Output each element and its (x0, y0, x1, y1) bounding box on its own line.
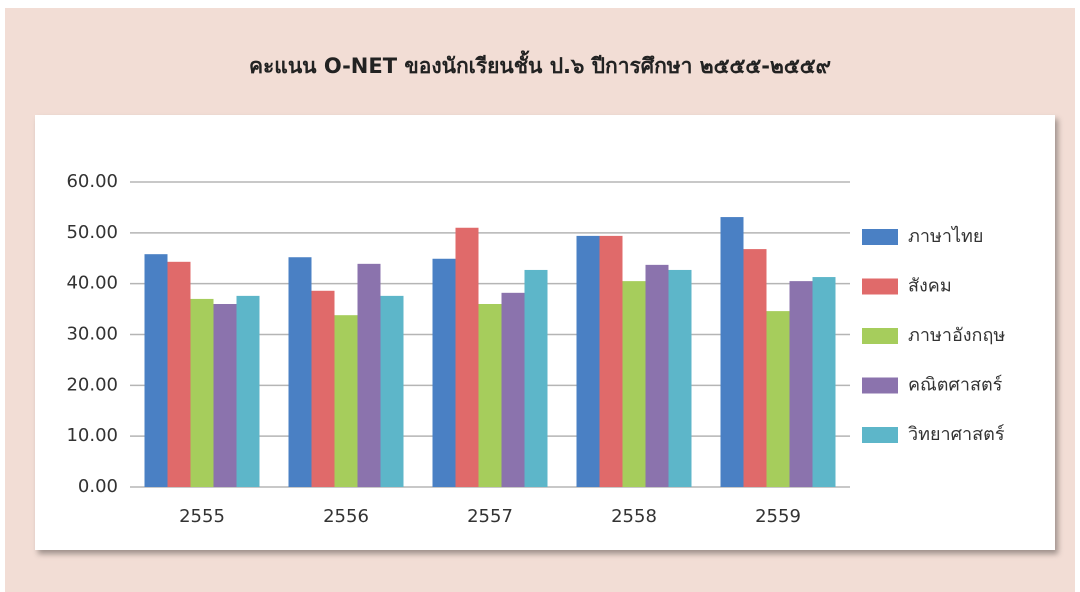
legend-swatch (862, 278, 898, 295)
bar (236, 295, 260, 487)
bar (213, 304, 237, 487)
y-tick-label: 0.00 (78, 476, 118, 497)
bar (645, 264, 669, 487)
bar (190, 298, 214, 487)
legend-swatch (862, 229, 898, 245)
bar (766, 311, 790, 487)
legend-label: ภาษาอังกฤษ (908, 325, 1005, 346)
bar (576, 235, 600, 487)
bar (720, 217, 744, 487)
legend-label: ภาษาไทย (908, 225, 983, 247)
legend-label: คณิตศาสตร์ (908, 375, 1003, 396)
bar (380, 295, 404, 487)
y-tick-label: 60.00 (66, 171, 118, 192)
bar (524, 269, 548, 487)
bar (622, 281, 646, 487)
bar (455, 227, 479, 487)
chart-title: คะแนน O-NET ของนักเรียนชั้น ป.๖ ปีการศึก… (249, 50, 831, 78)
x-tick-label: 2558 (611, 506, 657, 527)
x-tick-label: 2557 (467, 506, 513, 527)
bar (144, 254, 168, 487)
bar (311, 290, 335, 487)
bar (743, 249, 767, 487)
legend-swatch (862, 328, 898, 344)
bar (501, 292, 525, 487)
x-tick-label: 2559 (755, 506, 801, 527)
x-tick-label: 2555 (179, 506, 225, 527)
bar (668, 269, 692, 487)
bar (357, 263, 381, 487)
y-tick-label: 10.00 (66, 425, 118, 446)
bar (334, 315, 358, 487)
bar (599, 235, 623, 487)
y-tick-label: 40.00 (66, 273, 118, 294)
bar (167, 261, 191, 487)
y-tick-label: 20.00 (66, 374, 118, 395)
y-tick-label: 30.00 (66, 324, 118, 345)
legend-swatch (862, 377, 898, 394)
legend-label: สังคม (908, 276, 952, 297)
bar (789, 281, 813, 487)
x-tick-label: 2556 (323, 506, 369, 527)
bar (812, 277, 836, 487)
legend-swatch (862, 427, 898, 443)
bar (432, 258, 456, 487)
y-tick-label: 50.00 (66, 222, 118, 243)
bar (288, 257, 312, 487)
bar (478, 304, 502, 487)
legend-label: วิทยาศาสตร์ (908, 424, 1005, 445)
